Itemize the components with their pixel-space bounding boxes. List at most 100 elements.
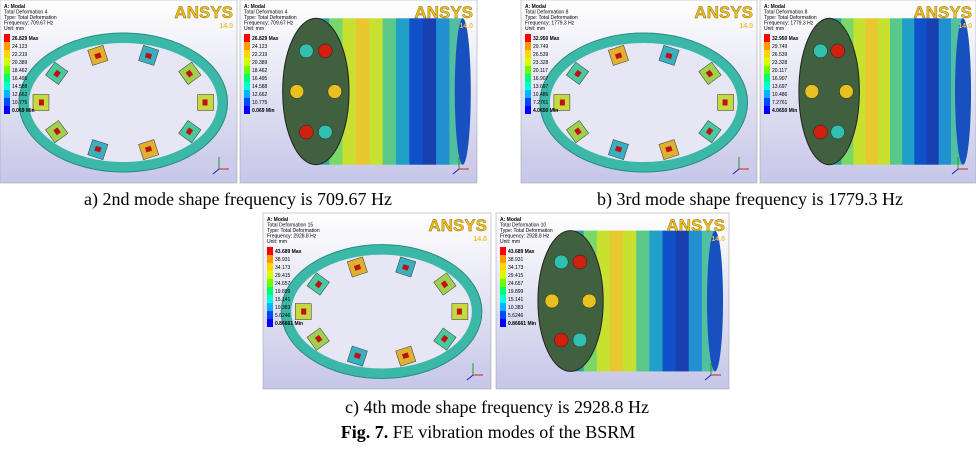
legend-swatch <box>4 66 10 74</box>
header-line: Unit: mm <box>267 239 287 245</box>
pole <box>554 255 568 269</box>
header-line: Unit: mm <box>244 26 264 32</box>
header-line: Unit: mm <box>500 239 520 245</box>
legend-swatch <box>267 279 273 287</box>
legend-swatch <box>267 287 273 295</box>
legend-label: 13.697 <box>533 84 549 90</box>
legend-swatch <box>244 58 250 66</box>
ansys-version: 14.0 <box>958 23 972 30</box>
legend-label: 0.86661 Min <box>508 321 536 327</box>
ansys-version: 14.0 <box>473 236 487 243</box>
legend-swatch <box>525 90 531 98</box>
legend-swatch <box>525 58 531 66</box>
shell-stripe <box>383 18 397 164</box>
legend-label: 7.2761 <box>772 100 788 106</box>
legend-label: 16.495 <box>252 76 268 82</box>
legend-swatch <box>525 106 531 114</box>
stator-bore <box>550 43 738 162</box>
legend-swatch <box>244 50 250 58</box>
legend-label: 7.2761 <box>533 100 549 106</box>
pole <box>328 85 342 99</box>
legend-label: 0.86661 Min <box>275 321 303 327</box>
legend-label: 26.539 <box>533 52 549 58</box>
legend-label: 14.588 <box>12 84 28 90</box>
legend-label: 16.495 <box>12 76 28 82</box>
legend-swatch <box>4 74 10 82</box>
shell-stripe <box>914 18 927 164</box>
pole <box>813 125 827 139</box>
legend-label: 10.486 <box>772 92 788 98</box>
legend-label: 38.931 <box>275 257 291 263</box>
ansys-logo: ANSYS <box>174 3 233 22</box>
legend-swatch <box>4 98 10 106</box>
figure: A: ModalTotal Deformation 4Type: Total D… <box>0 0 976 450</box>
legend-label: 26.539 <box>772 52 788 58</box>
legend-swatch <box>244 74 250 82</box>
legend-swatch <box>500 255 506 263</box>
shell-stripe <box>890 18 903 164</box>
pole <box>839 85 853 99</box>
shell-stripe <box>902 18 915 164</box>
legend-label: 15.141 <box>275 297 291 303</box>
legend-label: 24.123 <box>12 44 28 50</box>
legend-label: 18.462 <box>12 68 28 74</box>
legend-swatch <box>764 42 770 50</box>
shell-stripe <box>866 18 879 164</box>
legend-label: 10.383 <box>508 305 524 311</box>
shell-end <box>707 231 723 372</box>
pole <box>545 294 559 308</box>
shell-stripe <box>636 231 650 372</box>
pole <box>805 85 819 99</box>
legend-swatch <box>525 66 531 74</box>
ansys-logo: ANSYS <box>913 3 972 22</box>
legend-swatch <box>764 50 770 58</box>
legend-label: 19.899 <box>275 289 291 295</box>
legend-label: 26.829 Max <box>252 36 279 42</box>
legend-swatch <box>267 295 273 303</box>
legend-swatch <box>764 106 770 114</box>
legend-swatch <box>525 42 531 50</box>
shell-stripe <box>409 18 423 164</box>
ansys-version: 14.0 <box>739 23 753 30</box>
legend-swatch <box>244 90 250 98</box>
pole <box>573 333 587 347</box>
shell-stripe <box>623 231 637 372</box>
tooth-tip <box>723 99 728 105</box>
legend-swatch <box>4 34 10 42</box>
legend-swatch <box>764 66 770 74</box>
pole <box>582 294 596 308</box>
legend-swatch <box>764 58 770 66</box>
legend-swatch <box>525 82 531 90</box>
legend-swatch <box>4 90 10 98</box>
legend-label: 16.907 <box>533 76 549 82</box>
shell-stripe <box>396 18 410 164</box>
ansys-logo: ANSYS <box>414 3 473 22</box>
pole <box>318 44 332 58</box>
pole <box>554 333 568 347</box>
legend-label: 23.328 <box>533 60 549 66</box>
legend-label: 34.173 <box>275 265 291 271</box>
legend-label: 20.389 <box>252 60 268 66</box>
caption: a) 2nd mode shape frequency is 709.67 Hz <box>84 189 392 210</box>
legend-swatch <box>525 74 531 82</box>
legend-label: 29.415 <box>508 273 524 279</box>
shell-stripe <box>369 18 383 164</box>
legend-swatch <box>764 90 770 98</box>
figure-caption: Fig. 7. FE vibration modes of the BSRM <box>341 422 636 443</box>
legend-label: 34.173 <box>508 265 524 271</box>
legend-label: 10.775 <box>252 100 268 106</box>
legend-swatch <box>4 106 10 114</box>
legend-label: 24.657 <box>508 281 524 287</box>
shell-stripe <box>927 18 940 164</box>
legend-label: 15.141 <box>508 297 524 303</box>
legend-swatch <box>244 82 250 90</box>
shell-end <box>455 18 471 164</box>
legend-swatch <box>4 42 10 50</box>
legend-label: 10.383 <box>275 305 291 311</box>
ansys-version: 14.0 <box>459 23 473 30</box>
ansys-logo: ANSYS <box>694 3 753 22</box>
pole <box>290 85 304 99</box>
legend-swatch <box>267 271 273 279</box>
